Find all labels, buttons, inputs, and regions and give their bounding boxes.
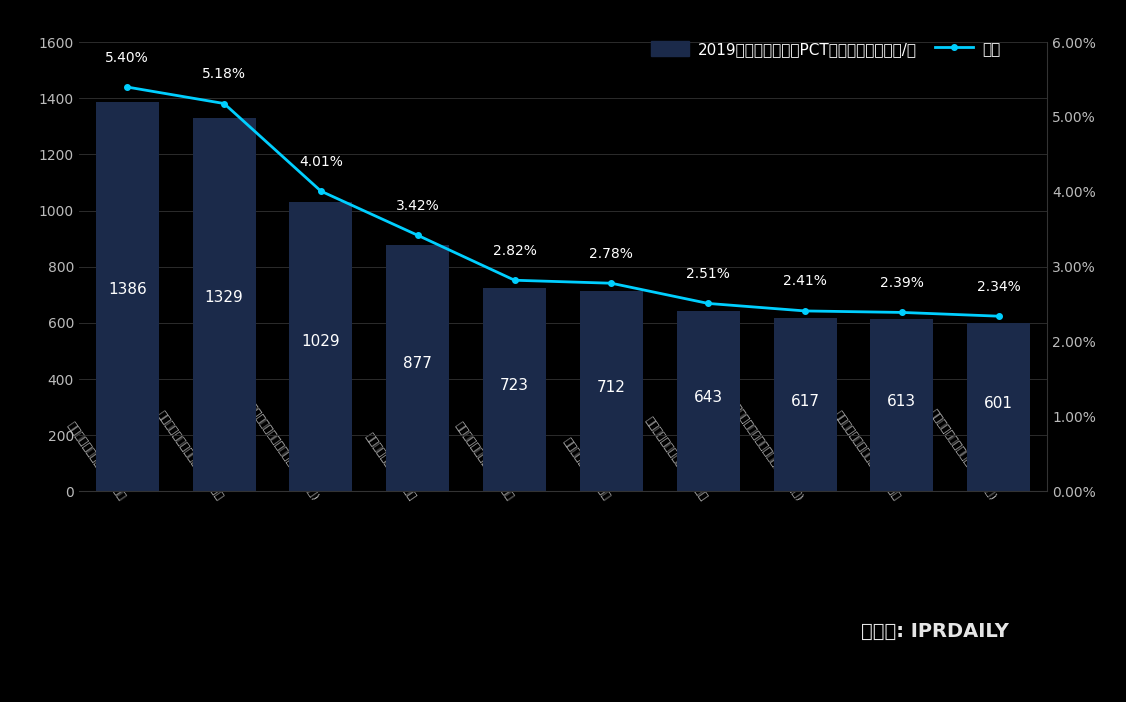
Bar — [967, 323, 1030, 491]
Text: 1329: 1329 — [205, 290, 243, 305]
Text: 601: 601 — [984, 396, 1013, 411]
Text: 1029: 1029 — [302, 333, 340, 349]
Text: 877: 877 — [403, 356, 432, 371]
Text: 4.01%: 4.01% — [300, 154, 342, 168]
Bar — [386, 245, 449, 491]
Text: 643: 643 — [694, 390, 723, 405]
Text: 2.41%: 2.41% — [784, 274, 826, 289]
Bar — [483, 289, 546, 491]
Bar — [677, 311, 740, 491]
Bar — [289, 202, 352, 491]
Text: 2.78%: 2.78% — [590, 247, 633, 260]
Text: 2.34%: 2.34% — [977, 279, 1020, 293]
Bar — [96, 102, 159, 491]
Text: 2.51%: 2.51% — [687, 267, 730, 281]
Bar — [580, 291, 643, 491]
Text: 723: 723 — [500, 378, 529, 393]
Text: 2.39%: 2.39% — [881, 276, 923, 290]
Text: 613: 613 — [887, 395, 917, 409]
Text: 5.40%: 5.40% — [106, 51, 149, 65]
Text: 617: 617 — [790, 394, 820, 409]
Bar — [193, 118, 256, 491]
Text: 712: 712 — [597, 380, 626, 395]
Bar — [870, 319, 933, 491]
Text: 2.82%: 2.82% — [493, 244, 536, 258]
Text: 3.42%: 3.42% — [396, 199, 439, 213]
Text: 微信号: IPRDAILY: 微信号: IPRDAILY — [860, 622, 1009, 642]
Text: 5.18%: 5.18% — [202, 67, 247, 81]
Legend: 2019年代理的广东省PCT国际专利申请数量/件, 占比: 2019年代理的广东省PCT国际专利申请数量/件, 占比 — [651, 41, 1001, 57]
Text: 1386: 1386 — [108, 282, 146, 296]
Bar — [774, 318, 837, 491]
